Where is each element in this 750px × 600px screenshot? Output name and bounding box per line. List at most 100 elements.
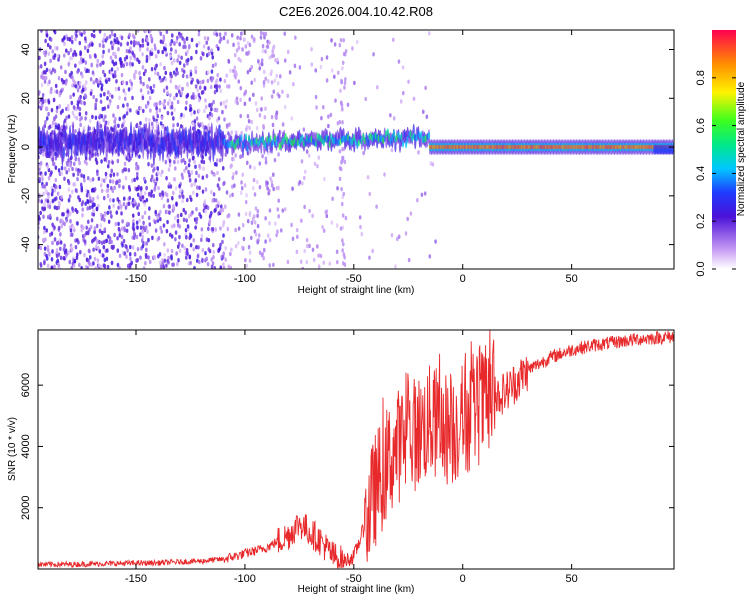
spectrogram-noise-cell — [319, 64, 323, 70]
spectrogram-noise-cell — [63, 176, 66, 181]
spectrogram-noise-cell — [246, 40, 250, 46]
spectrogram-noise-cell — [126, 248, 129, 253]
spectrogram-noise-cell — [248, 210, 252, 216]
spectrogram-noise-cell — [76, 221, 79, 226]
spectrogram-noise-cell — [96, 195, 100, 200]
spectrogram-noise-cell — [189, 72, 193, 77]
spectrogram-noise-cell — [262, 256, 265, 261]
spectrogram-noise-cell — [158, 101, 162, 106]
spectrogram-noise-cell — [82, 174, 86, 179]
spectrogram-noise-cell — [149, 108, 152, 113]
spectrogram-noise-cell — [104, 175, 108, 180]
spectrogram-noise-cell — [303, 248, 306, 254]
spectrogram-noise-cell — [106, 164, 110, 169]
spectrogram-noise-cell — [166, 90, 169, 95]
spectrogram-noise-cell — [244, 258, 247, 263]
spectrogram-noise-cell — [142, 71, 146, 77]
spectrogram-noise-cell — [300, 159, 304, 164]
spectrogram-noise-cell — [44, 119, 47, 125]
spectrogram-noise-cell — [125, 244, 128, 250]
spectrogram-noise-cell — [113, 73, 117, 79]
spectrogram-noise-cell — [132, 222, 135, 227]
colorbar-tick-label: 0.4 — [695, 166, 707, 181]
spectrogram-noise-cell — [240, 185, 244, 191]
spectrogram-noise-cell — [203, 199, 207, 204]
spectrogram-noise-cell — [330, 38, 333, 43]
spectrogram-noise-cell — [147, 162, 150, 167]
spectrogram-noise-cell — [197, 108, 201, 113]
spectrogram-noise-cell — [109, 55, 113, 60]
spectrogram-noise-cell — [171, 196, 174, 201]
spectrogram-noise-cell — [105, 79, 108, 85]
spectrogram-noise-cell — [60, 195, 63, 200]
spectrogram-noise-cell — [65, 218, 69, 223]
spectrogram-noise-cell — [116, 262, 120, 268]
spectrogram-carrier-cell — [184, 130, 187, 143]
spectrogram-noise-cell — [52, 97, 56, 103]
spectrogram-noise-cell — [55, 105, 59, 110]
spectrogram-noise-cell — [219, 204, 223, 209]
spectrogram-noise-cell — [43, 79, 47, 84]
spectrogram-carrier-cell — [397, 131, 400, 139]
spectrogram-noise-cell — [115, 79, 118, 84]
spectrogram-noise-cell — [170, 224, 174, 229]
spectrogram-noise-cell — [53, 225, 56, 230]
spectrogram-noise-cell — [394, 264, 397, 269]
spectrogram-noise-cell — [283, 104, 287, 110]
spectrogram-noise-cell — [225, 190, 229, 195]
spectrogram-noise-cell — [211, 55, 215, 60]
spectrogram-noise-cell — [110, 168, 114, 174]
spectrogram-noise-cell — [170, 101, 174, 106]
spectrogram-noise-cell — [186, 61, 189, 66]
spectrogram-noise-cell — [135, 258, 138, 263]
spectrogram-noise-cell — [219, 36, 223, 41]
spectrogram-noise-cell — [96, 258, 100, 263]
spectrogram-noise-cell — [50, 107, 54, 113]
spectrogram-noise-cell — [139, 120, 142, 126]
spectrogram-noise-cell — [253, 165, 256, 171]
spectrogram-noise-cell — [174, 237, 177, 242]
spectrogram-noise-cell — [68, 259, 72, 265]
spectrogram-noise-cell — [39, 245, 43, 251]
spectrogram-noise-cell — [126, 102, 129, 108]
spectrogram-noise-cell — [244, 211, 248, 217]
spectrogram-noise-cell — [209, 212, 213, 218]
spectrogram-noise-cell — [186, 224, 190, 229]
spectrogram-noise-cell — [98, 228, 102, 234]
spectrogram-noise-cell — [175, 261, 179, 267]
spectrogram-noise-cell — [227, 264, 231, 269]
spectrogram-noise-cell — [138, 154, 141, 159]
spectrogram-noise-cell — [42, 152, 45, 157]
spectrogram-noise-cell — [236, 35, 239, 40]
spectrogram-noise-cell — [150, 189, 154, 194]
spectrogram-noise-cell — [341, 248, 344, 253]
spectrogram-noise-cell — [118, 265, 121, 269]
spectrogram-noise-cell — [298, 65, 302, 70]
spectrogram-noise-cell — [70, 265, 74, 269]
spectrogram-noise-cell — [81, 58, 85, 64]
spectrogram-carrier-cell — [278, 129, 281, 145]
spectrogram-noise-cell — [217, 200, 220, 206]
spectrogram-noise-cell — [43, 229, 46, 235]
spectrogram-noise-cell — [180, 91, 184, 96]
spectrogram-noise-cell — [55, 248, 59, 253]
spectrogram-noise-cell — [262, 247, 266, 253]
colorbar-gradient — [712, 30, 736, 269]
spectrogram-noise-cell — [148, 259, 152, 265]
spectrogram-noise-cell — [48, 251, 51, 257]
spectrogram-noise-cell — [102, 60, 105, 65]
spectrogram-noise-cell — [174, 186, 178, 191]
spectrogram-noise-cell — [125, 254, 128, 259]
spectrogram-noise-cell — [233, 183, 236, 188]
spectrogram-noise-cell — [239, 97, 242, 103]
spectrogram-noise-cell — [194, 164, 197, 170]
spectrogram-noise-cell — [338, 149, 342, 154]
spectrogram-noise-cell — [151, 235, 154, 241]
spectrogram-noise-cell — [149, 177, 153, 183]
spectrogram-noise-cell — [72, 105, 76, 110]
spectrogram-noise-cell — [100, 86, 104, 91]
spectrogram-x-label: Height of straight line (km) — [298, 285, 415, 296]
spectrogram-noise-cell — [75, 115, 79, 121]
spectrogram-noise-cell — [70, 155, 73, 160]
spectrogram-noise-cell — [69, 56, 72, 61]
